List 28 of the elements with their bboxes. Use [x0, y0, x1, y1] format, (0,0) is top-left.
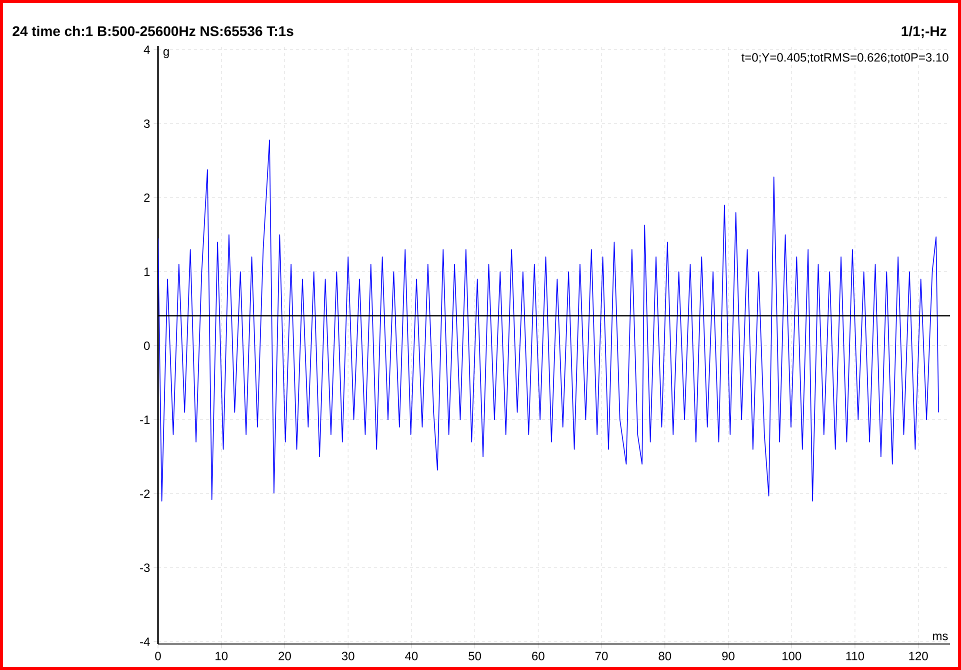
y-tick-label: 0	[144, 341, 150, 350]
y-tick-label: -4	[140, 638, 150, 646]
x-tick-label: 50	[468, 652, 482, 660]
x-tick-label: 20	[278, 652, 291, 660]
x-tick-label: 80	[658, 652, 672, 660]
chart-title: 24 time ch:1 B:500-25600Hz NS:65536 T:1s	[12, 26, 294, 36]
x-tick-label: 40	[405, 652, 418, 660]
x-tick-label: 90	[722, 652, 734, 660]
x-tick-label: 60	[532, 652, 544, 660]
y-tick-label: -2	[140, 490, 150, 498]
x-tick-label: 120	[909, 652, 928, 660]
x-axis-title: ms	[933, 634, 948, 640]
line-series	[158, 140, 940, 502]
x-tick-label: 100	[782, 652, 802, 660]
x-tick-label: 70	[595, 652, 608, 660]
y-tick-label: 1	[144, 268, 150, 276]
y-tick-label: -3	[140, 564, 150, 572]
y-axis-title: g	[163, 49, 169, 58]
x-tick-label: 10	[216, 652, 228, 660]
x-tick-label: 30	[342, 652, 354, 660]
annotation: t=0;Y=0.405;totRMS=0.626;tot0P=3.10	[742, 53, 948, 64]
y-tick-label: 3	[144, 119, 150, 128]
text: 1/1;-Hz	[902, 26, 946, 38]
y-tick-label: 2	[144, 194, 150, 202]
y-tick-label: -1	[140, 416, 150, 424]
x-tick-label: 110	[846, 652, 864, 660]
y-tick-label: 4	[144, 46, 150, 54]
x-tick-label: 0	[155, 652, 161, 660]
